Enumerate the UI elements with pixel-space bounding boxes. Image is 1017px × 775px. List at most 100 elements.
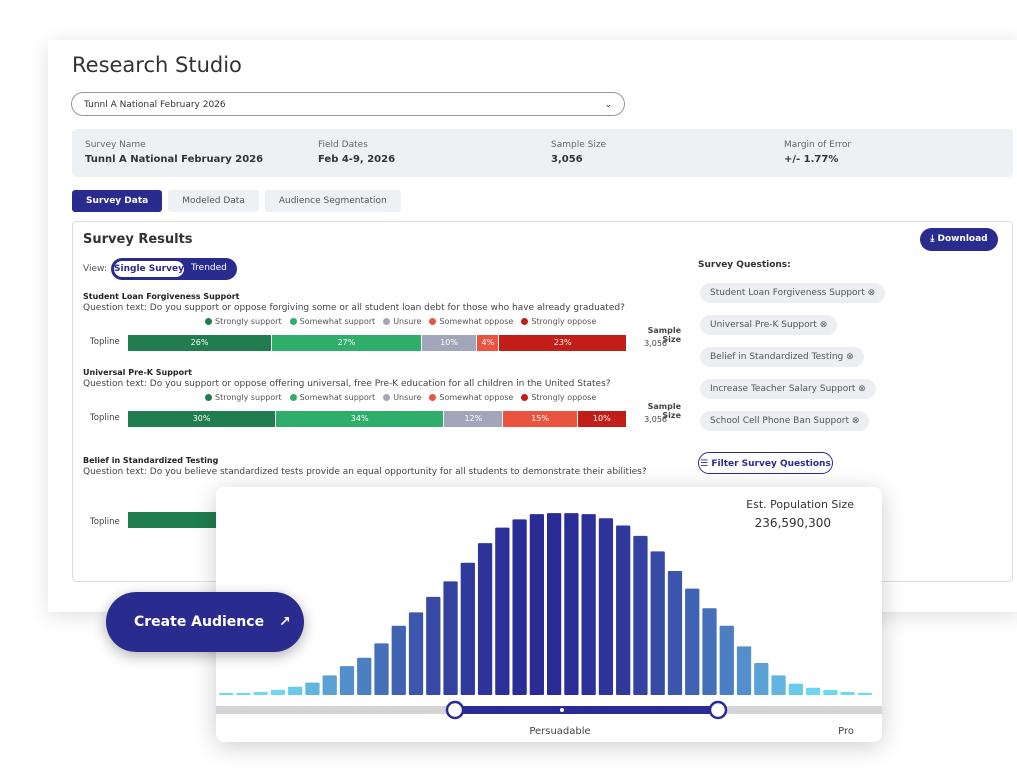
histogram-bar (512, 519, 527, 695)
histogram-bar (581, 514, 596, 695)
toggle-single[interactable]: Single Survey (114, 261, 184, 277)
histogram-bar (754, 662, 769, 695)
histogram-bar (788, 683, 803, 695)
legend-item: Unsure (383, 317, 421, 326)
legend-text: Strongly oppose (531, 317, 597, 326)
info-value: +/- 1.77% (784, 154, 839, 165)
download-text: Download (937, 234, 988, 244)
histogram-bar (564, 513, 579, 695)
legend-dot (289, 318, 297, 325)
tab[interactable]: Modeled Data (168, 190, 259, 212)
legend-text: Unsure (393, 317, 422, 326)
legend-dot (429, 394, 437, 401)
histogram-bar (702, 608, 717, 695)
legend-text: Strongly support (215, 393, 282, 402)
histogram-bar (736, 646, 752, 695)
legend-text: Somewhat support (299, 393, 376, 402)
bar-segment: 23% (499, 335, 626, 351)
chip[interactable]: Student Loan Forgiveness Support ⊗ (700, 283, 886, 303)
histogram-bar (685, 588, 700, 695)
histogram-bar (805, 687, 821, 695)
pop-value: 236,590,300 (755, 516, 831, 530)
info-value: Tunnl A National February 2026 (85, 154, 264, 165)
histogram-bar (305, 682, 320, 695)
tab[interactable]: Audience Segmentation (264, 190, 401, 212)
slider-handle[interactable] (708, 700, 728, 720)
sample-label: Sample Size (647, 326, 681, 344)
legend-item: Strongly oppose (521, 393, 596, 402)
legend: Strongly support Somewhat support Unsure So… (205, 317, 596, 326)
histogram-bar (357, 657, 372, 695)
download-button[interactable]: ⤓ Download (920, 228, 998, 251)
legend-dot (383, 394, 391, 401)
bar-segment: 10% (577, 411, 626, 427)
sample-value: 3,056 (644, 339, 667, 348)
info-label: Field Dates (318, 140, 368, 150)
legend-item: Strongly oppose (521, 317, 596, 326)
info-label: Survey Name (85, 140, 146, 150)
chip[interactable]: Belief in Standardized Testing ⊗ (700, 347, 864, 367)
chip-text: School Cell Phone Ban Support (710, 416, 849, 426)
chip[interactable]: Universal Pre-K Support ⊗ (700, 315, 838, 335)
info-label: Sample Size (551, 140, 607, 150)
audience-card: Est. Population Size 236,590,300 Persuadab… (216, 487, 882, 742)
histogram-bar (495, 527, 510, 695)
row-label: Topline (90, 337, 120, 347)
chip[interactable]: School Cell Phone Ban Support ⊗ (700, 411, 870, 431)
survey-select[interactable]: Tunnl A National February 2026 ⌄ (71, 92, 625, 116)
slider-center (560, 708, 564, 712)
create-audience-button[interactable]: Create Audience ↗ (106, 592, 304, 652)
filter-button[interactable]: ☰ Filter Survey Questions (698, 452, 833, 474)
toggle-trended[interactable]: Trended (191, 263, 227, 273)
chip[interactable]: Increase Teacher Salary Support ⊗ (700, 379, 876, 399)
bar-segment: 27% (272, 335, 421, 351)
title: Research Studio (72, 53, 242, 77)
question-title: Belief in Standardized Testing (83, 456, 219, 465)
info-bar: Survey Name Tunnl A National February 202… (72, 129, 1013, 177)
bar-segment: 10% (421, 335, 477, 351)
pop-label: Est. Population Size (746, 498, 854, 511)
legend-item: Somewhat support (289, 393, 376, 402)
axis-left-label: Persuadable (529, 726, 590, 737)
histogram-bar (667, 571, 683, 695)
legend-text: Unsure (393, 393, 422, 402)
bar-segment: 34% (276, 411, 444, 427)
bar-segment: 4% (477, 335, 499, 351)
histogram-bar (219, 692, 234, 695)
histogram-bar (840, 691, 855, 695)
histogram-bar (857, 692, 872, 695)
info-label: Margin of Error (784, 140, 852, 150)
bar-segment: 26% (128, 335, 272, 351)
histogram-bar (598, 518, 614, 695)
legend-dot (205, 394, 212, 401)
bar-segment: 12% (444, 411, 503, 427)
row-label: Topline (90, 517, 120, 527)
results-title: Survey Results (83, 232, 193, 247)
button-text: Create Audience (134, 614, 265, 630)
histogram-bar (719, 625, 734, 695)
histogram-bar (322, 675, 337, 695)
legend-dot (289, 394, 297, 401)
legend-item: Somewhat support (289, 317, 375, 326)
histogram-bar (443, 581, 458, 695)
legend-text: Somewhat oppose (439, 393, 514, 402)
legend-dot (521, 318, 529, 325)
legend-text: Somewhat oppose (439, 317, 514, 326)
legend-item: Unsure (383, 393, 421, 402)
legend-text: Strongly oppose (531, 393, 597, 402)
legend-item: Strongly support (205, 393, 282, 402)
histogram: Est. Population Size 236,590,300 Persuadab… (216, 498, 882, 737)
histogram-bar (374, 643, 389, 695)
histogram-bar (633, 535, 648, 695)
histogram-bar (616, 525, 631, 695)
slider-handle[interactable] (445, 700, 465, 720)
legend: Strongly support Somewhat support Unsure So… (205, 393, 596, 402)
histogram-bar (547, 513, 562, 695)
tab[interactable]: Survey Data (72, 190, 163, 212)
select-text: Tunnl A National February 2026 (84, 100, 226, 110)
question-text: Question text: Do you support or oppose … (83, 303, 625, 313)
histogram-bar (650, 551, 665, 695)
view-label: View: (83, 264, 107, 274)
slider-range (455, 706, 718, 714)
